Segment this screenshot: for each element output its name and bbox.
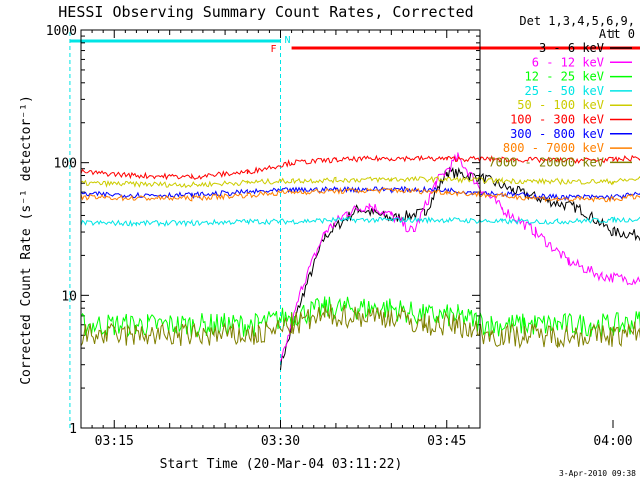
chart-title: HESSI Observing Summary Count Rates, Cor… — [58, 3, 473, 21]
x-tick-label: 04:00 — [593, 434, 632, 449]
legend-label: 50 - 100 keV — [517, 98, 604, 112]
legend-label: 25 - 50 keV — [525, 84, 604, 98]
x-tick-label: 03:45 — [427, 434, 466, 449]
x-tick-label: 03:15 — [95, 434, 134, 449]
legend-label: 100 - 300 keV — [510, 113, 604, 127]
legend-title-att: Att 0 — [599, 27, 635, 41]
series-line — [81, 173, 640, 207]
series-line — [81, 172, 640, 205]
x-axis-label: Start Time (20-Mar-04 03:11:22) — [160, 457, 403, 472]
y-axis-label: Corrected Count Rate (s⁻¹ detector⁻¹) — [19, 95, 34, 385]
legend-label: 3 - 6 keV — [539, 41, 604, 55]
y-tick-label: 1000 — [46, 24, 77, 39]
legend-label: 12 - 25 keV — [525, 70, 604, 84]
y-tick-label: 100 — [54, 157, 77, 172]
legend-label: 7000 - 20000 keV — [488, 155, 604, 169]
series-line — [81, 276, 640, 347]
legend-label: 6 - 12 keV — [532, 55, 604, 69]
legend-label: 300 - 800 keV — [510, 127, 604, 141]
y-tick-label: 10 — [61, 289, 77, 304]
night-flag-label: N — [285, 35, 291, 46]
legend-label: 800 - 7000 keV — [503, 141, 604, 155]
y-tick-label: 1 — [69, 422, 77, 437]
x-tick-label: 03:30 — [261, 434, 300, 449]
flare-flag-label: F — [271, 44, 277, 55]
timestamp: 3-Apr-2010 09:38 — [559, 469, 636, 478]
legend-title: Det 1,3,4,5,6,9, — [519, 14, 635, 28]
